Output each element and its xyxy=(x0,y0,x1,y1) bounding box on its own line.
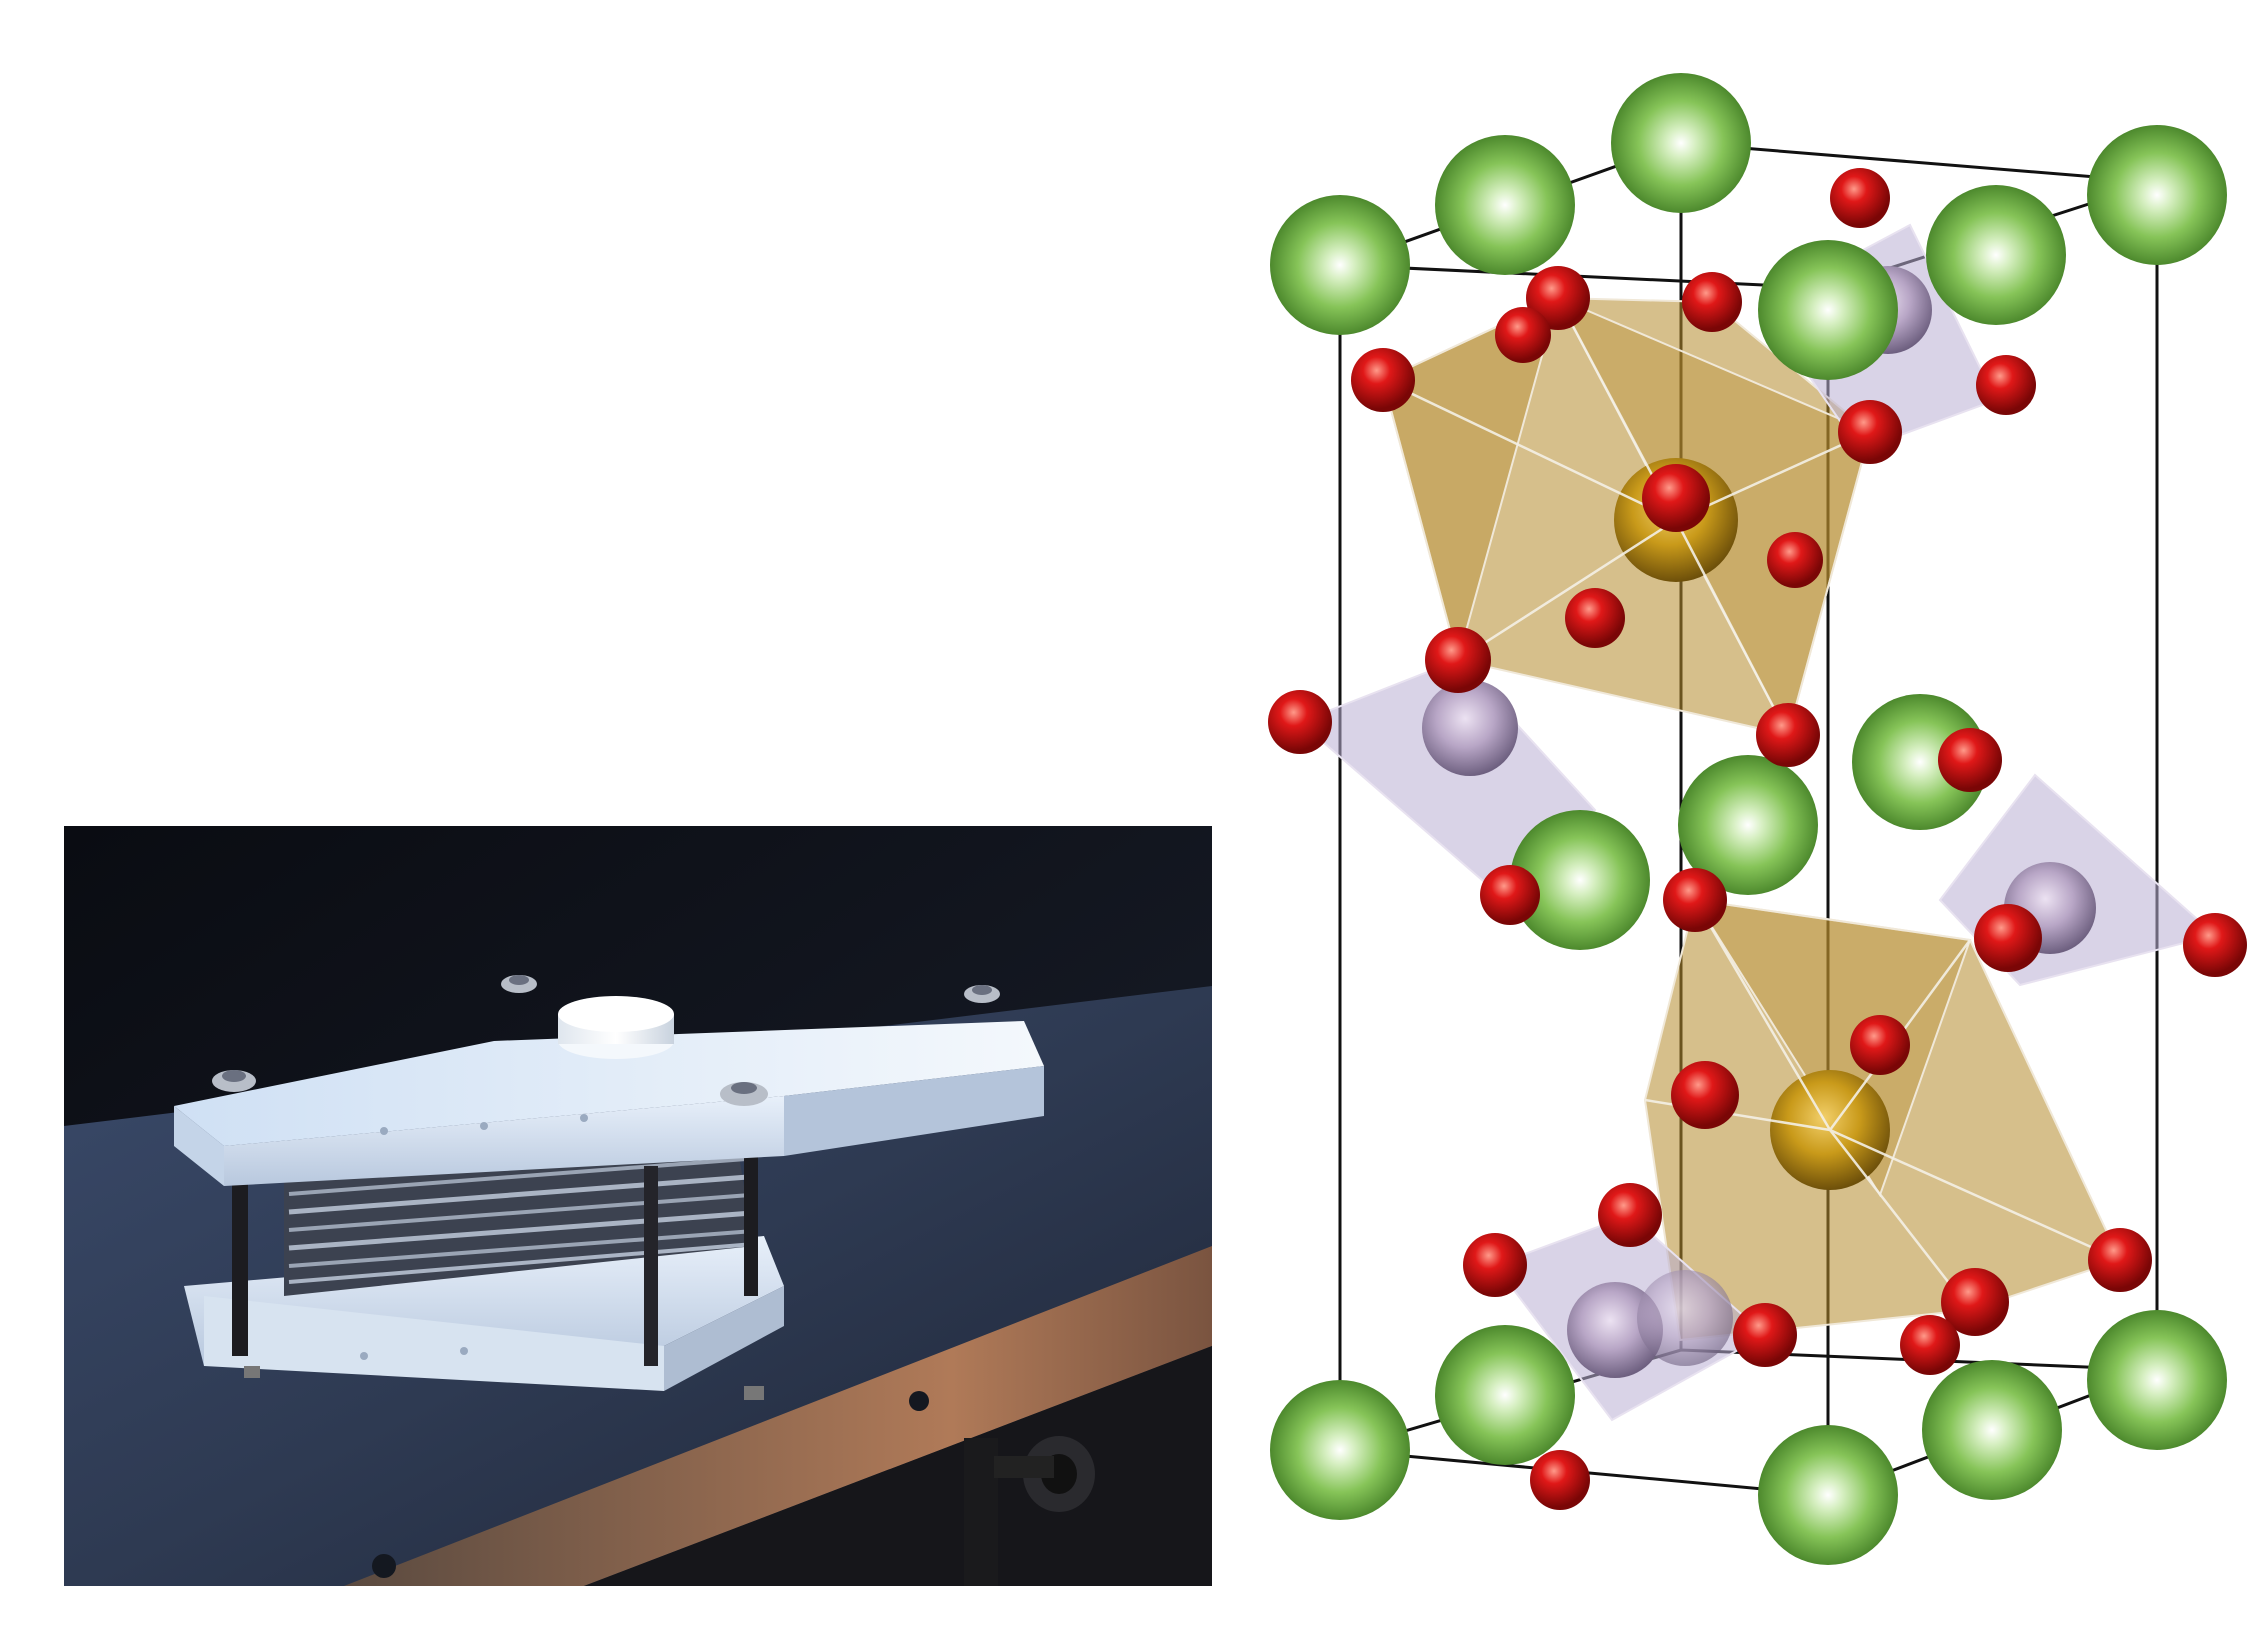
oxygen-atoms xyxy=(1268,168,2247,1510)
large-atoms xyxy=(1270,73,2227,1565)
tetrahedral-cation xyxy=(1637,1270,1733,1366)
crystal-structure xyxy=(1240,40,2250,1600)
clamp-hardware xyxy=(964,1436,1095,1586)
stacked-cell-device xyxy=(174,975,1044,1400)
device-photo xyxy=(64,826,1212,1586)
tetrahedral-cation xyxy=(1422,680,1518,776)
